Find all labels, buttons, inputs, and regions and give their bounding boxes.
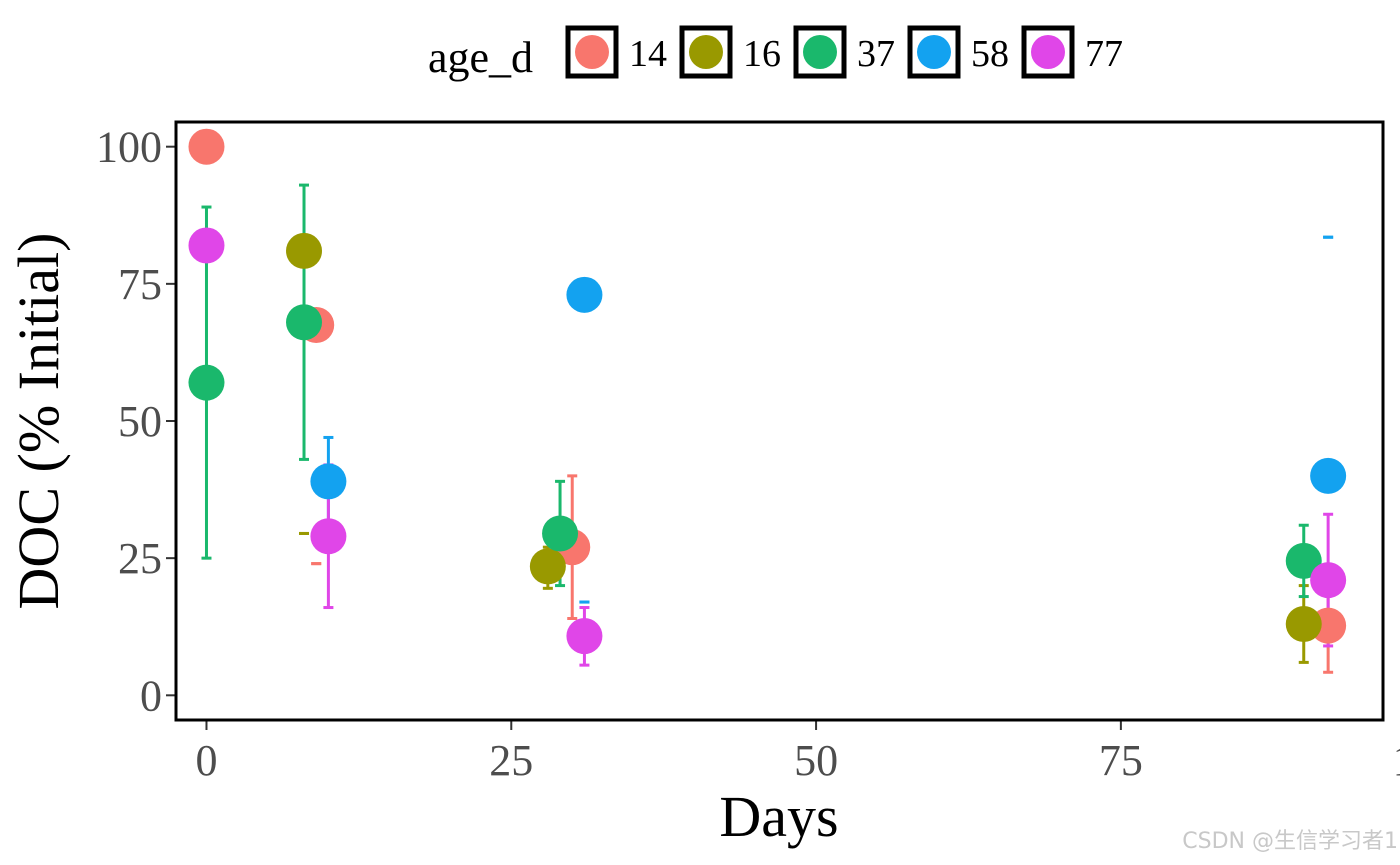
point-age-77 (310, 518, 347, 555)
x-tick-label: 25 (489, 736, 533, 785)
legend-key-58 (917, 35, 951, 69)
point-age-58 (1310, 457, 1347, 494)
y-axis-label: DOC (% Initial) (6, 233, 71, 610)
point-age-58 (310, 463, 347, 500)
x-tick-label: 100 (1393, 736, 1400, 785)
y-tick-label: 25 (118, 534, 162, 583)
data-points (188, 128, 1347, 655)
point-age-37 (188, 364, 225, 401)
x-axis-label: Days (719, 784, 838, 849)
watermark: CSDN @生信学习者1 (1182, 829, 1398, 854)
point-age-77 (1310, 562, 1347, 599)
y-tick-label: 50 (118, 397, 162, 446)
point-age-16 (286, 232, 323, 269)
legend-title: age_d (428, 33, 533, 82)
legend-label-58: 58 (971, 33, 1009, 75)
point-age-37 (542, 515, 579, 552)
point-age-77 (188, 227, 225, 264)
plot-panel (174, 120, 1385, 722)
legend-key-14 (575, 35, 609, 69)
legend-label-14: 14 (629, 33, 667, 75)
legend-label-77: 77 (1085, 33, 1123, 75)
y-tick-label: 0 (140, 671, 162, 720)
x-tick-label: 75 (1099, 736, 1143, 785)
x-tick-label: 0 (195, 736, 217, 785)
x-tick-label: 50 (794, 736, 838, 785)
legend-key-37 (803, 35, 837, 69)
legend-key-77 (1031, 35, 1065, 69)
point-age-37 (286, 304, 323, 341)
legend-key-16 (689, 35, 723, 69)
axis-ticks: 0 25 50 75 100 0 25 50 75 100 (96, 123, 1400, 785)
legend-label-16: 16 (743, 33, 781, 75)
point-age-16 (529, 548, 566, 585)
y-tick-label: 75 (118, 260, 162, 309)
point-age-16 (1285, 605, 1322, 642)
point-age-77 (566, 618, 603, 655)
point-age-58 (566, 276, 603, 313)
point-age-37 (1285, 542, 1322, 579)
legend: age_d 14 16 37 58 77 (428, 25, 1123, 82)
y-tick-label: 100 (96, 123, 162, 172)
point-age-14 (188, 128, 225, 165)
legend-label-37: 37 (857, 33, 895, 75)
